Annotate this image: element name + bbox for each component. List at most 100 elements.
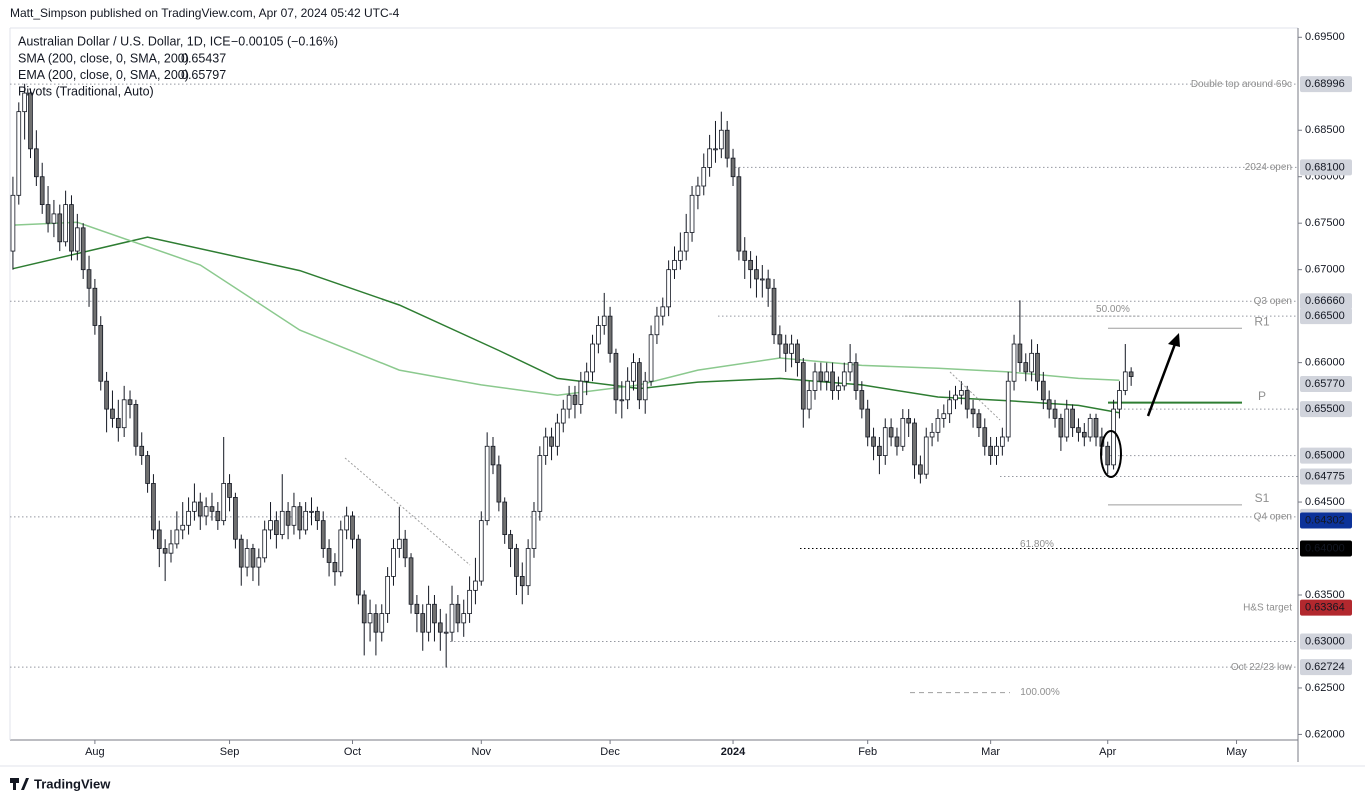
- level-label-box: [1300, 659, 1352, 676]
- y-tick-label: 0.63500: [1305, 589, 1345, 601]
- brand-name: TradingView: [34, 776, 111, 791]
- candle-body: [437, 622, 443, 633]
- candle-body: [391, 548, 396, 577]
- candle-body: [836, 385, 841, 391]
- candle-body: [408, 557, 414, 605]
- candle-body: [274, 520, 279, 535]
- candle-body: [748, 259, 753, 271]
- legend-value: 0.65437: [181, 51, 226, 65]
- candle-body: [303, 510, 308, 531]
- candle-body: [841, 371, 847, 387]
- candle-body: [45, 204, 51, 224]
- candle-body: [654, 315, 660, 336]
- candle-body: [326, 548, 332, 563]
- candle-body: [356, 538, 361, 596]
- candle-body: [1105, 445, 1111, 466]
- candle-body: [1111, 408, 1116, 466]
- candle-body: [982, 427, 988, 447]
- level-note: Oct 22/23 low: [1231, 662, 1293, 673]
- candle-body: [759, 278, 765, 281]
- levels-layer: [10, 83, 1298, 694]
- x-tick-label: Aug: [85, 746, 105, 758]
- y-tick-label: 0.69500: [1305, 31, 1345, 43]
- candle-body: [678, 250, 683, 261]
- pivot-label: R1: [1254, 314, 1270, 328]
- candle-body: [555, 422, 560, 447]
- candle-body: [596, 325, 601, 345]
- grid-layer: [94, 36, 1302, 744]
- logo-slash: [21, 778, 29, 790]
- candle-body: [642, 380, 648, 401]
- candle-body: [192, 501, 197, 512]
- candle-body: [268, 520, 273, 531]
- candle-body: [502, 501, 508, 535]
- candle-body: [531, 510, 537, 549]
- candle-body: [537, 455, 543, 512]
- candle-body: [800, 362, 806, 410]
- x-tick-label: Nov: [472, 746, 492, 758]
- candle-body: [830, 371, 835, 391]
- level-label-box: [1300, 633, 1352, 650]
- candle-body: [929, 431, 935, 438]
- annotations: [344, 333, 1180, 566]
- pivot-label: S1: [1255, 491, 1270, 505]
- candle-body: [912, 422, 917, 466]
- fib-label: 100.00%: [1020, 687, 1060, 698]
- publisher: Matt_Simpson published on TradingView.co…: [10, 6, 400, 20]
- candle-body: [754, 269, 759, 280]
- candle-body: [625, 380, 630, 401]
- candle-body: [121, 399, 127, 429]
- candle-body: [853, 362, 859, 391]
- legend-title: Australian Dollar / U.S. Dollar, 1D, ICE: [18, 34, 231, 48]
- candle-body: [22, 92, 27, 113]
- brand: TradingView: [10, 776, 111, 791]
- level-label: 0.64302: [1305, 514, 1345, 526]
- candle-body: [496, 464, 502, 503]
- candle-body: [338, 529, 344, 573]
- candle-body: [350, 515, 355, 540]
- candle-body: [795, 343, 800, 364]
- candle-body: [320, 520, 326, 549]
- candle-body: [736, 176, 742, 252]
- candle-body: [543, 436, 549, 456]
- x-tick-label: Feb: [858, 746, 877, 758]
- candle-body: [98, 325, 104, 382]
- level-label: 0.66500: [1305, 310, 1345, 322]
- candle-body: [1035, 352, 1040, 382]
- candle-body: [34, 148, 39, 178]
- candle-body: [847, 362, 853, 373]
- candle-body: [244, 548, 250, 568]
- level-label: 0.68996: [1305, 78, 1345, 90]
- candle-body: [765, 278, 771, 289]
- candle-body: [379, 613, 385, 633]
- x-tick-label: Apr: [1099, 746, 1116, 758]
- candle-body: [367, 613, 373, 624]
- arrow-shaft: [1146, 343, 1177, 417]
- candle-body: [238, 538, 244, 568]
- candle-body: [549, 436, 554, 447]
- candle-body: [724, 129, 730, 159]
- x-tick-label: May: [1226, 746, 1247, 758]
- candle-body: [291, 506, 297, 526]
- candle-body: [877, 445, 882, 456]
- candle-body: [619, 399, 625, 402]
- candle-body: [162, 548, 168, 554]
- candle-body: [256, 557, 262, 568]
- candle-body: [894, 436, 900, 447]
- fib-label: 61.80%: [1020, 539, 1054, 550]
- candle-body: [74, 227, 80, 252]
- x-tick-label: 2024: [721, 746, 746, 758]
- candle-body: [139, 445, 145, 456]
- arrow-head: [1168, 333, 1180, 347]
- candle-body: [660, 306, 666, 317]
- candle-body: [988, 445, 993, 456]
- level-label: 0.64775: [1305, 470, 1345, 482]
- candle-body: [1076, 427, 1081, 433]
- candle-body: [590, 343, 595, 373]
- candle-body: [215, 510, 221, 522]
- candle-body: [203, 506, 209, 517]
- neckline: [344, 457, 471, 566]
- legend-value: 0.65797: [181, 68, 226, 82]
